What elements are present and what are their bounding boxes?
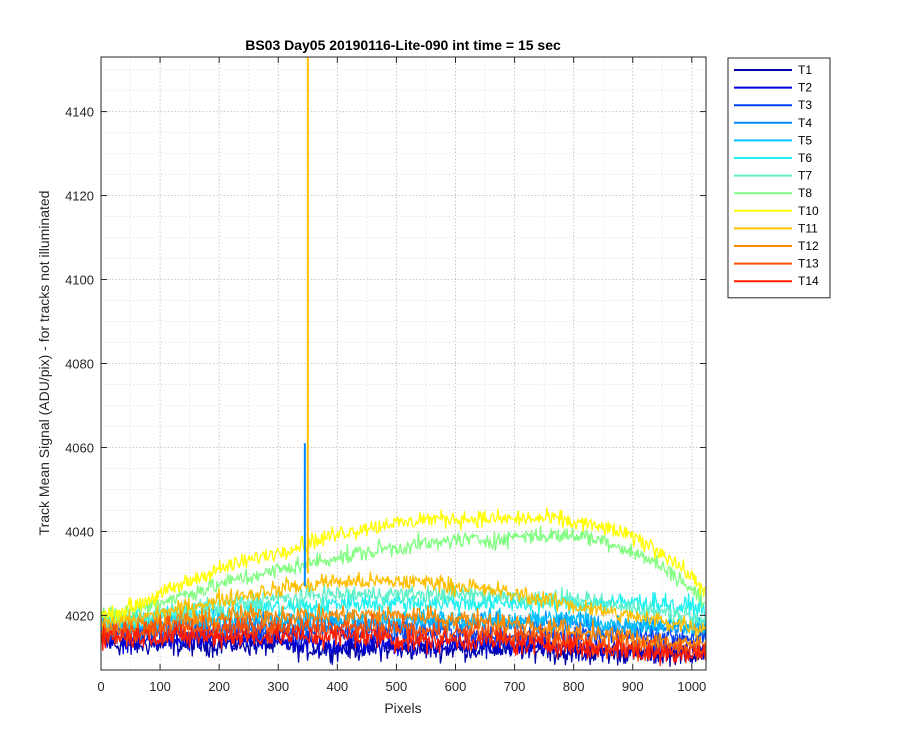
- y-tick-label: 4140: [65, 105, 94, 120]
- legend-label-t11: T11: [798, 221, 818, 235]
- x-tick-label: 100: [149, 679, 171, 694]
- series-line-t13: [101, 613, 706, 662]
- x-tick-label: 800: [563, 679, 585, 694]
- y-tick-label: 4080: [65, 357, 94, 372]
- x-tick-label: 700: [504, 679, 526, 694]
- legend-label-t13: T13: [798, 257, 819, 271]
- x-tick-label: 200: [208, 679, 230, 694]
- legend-label-t3: T3: [798, 98, 812, 112]
- series-line-t8: [101, 525, 706, 623]
- legend-label-t2: T2: [798, 81, 812, 95]
- legend-label-t10: T10: [798, 204, 819, 218]
- series-line-t14: [101, 623, 706, 667]
- x-axis-label: Pixels: [384, 700, 421, 716]
- x-tick-label: 400: [326, 679, 348, 694]
- y-tick-label: 4040: [65, 524, 94, 539]
- x-tick-label: 600: [445, 679, 467, 694]
- legend-label-t14: T14: [798, 274, 819, 288]
- y-tick-label: 4100: [65, 273, 94, 288]
- y-axis: 4020 4040 4060 4080 4100 4120 4140: [65, 105, 706, 623]
- x-tick-label: 0: [97, 679, 104, 694]
- series-line-t2: [101, 624, 706, 664]
- x-tick-label: 500: [386, 679, 408, 694]
- y-tick-label: 4020: [65, 608, 94, 623]
- legend-label-t5: T5: [798, 133, 812, 147]
- legend-label-t4: T4: [798, 116, 812, 130]
- series-layer: [101, 57, 706, 668]
- series-line-t10: [101, 507, 706, 626]
- x-tick-label: 900: [622, 679, 644, 694]
- y-tick-label: 4120: [65, 189, 94, 204]
- x-axis: 0 100 200 300 400 500 600 700 800 900 1000: [97, 57, 706, 694]
- x-tick-label: 1000: [677, 679, 706, 694]
- y-tick-label: 4060: [65, 440, 94, 455]
- legend: T1 T2 T3 T4 T5 T6 T7 T8 T10 T11 T12 T13 T14: [727, 57, 831, 299]
- legend-label-t6: T6: [798, 151, 812, 165]
- plot-series: [101, 57, 706, 668]
- legend-label-t1: T1: [798, 63, 812, 77]
- chart-title: BS03 Day05 20190116-Lite-090 int time = …: [245, 37, 561, 53]
- y-axis-label: Track Mean Signal (ADU/pix) - for tracks…: [36, 191, 52, 536]
- series-line-t11: [101, 571, 706, 638]
- legend-label-t7: T7: [798, 169, 812, 183]
- legend-box: [727, 57, 831, 299]
- legend-label-t8: T8: [798, 186, 812, 200]
- x-tick-label: 300: [267, 679, 289, 694]
- legend-label-t12: T12: [798, 239, 819, 253]
